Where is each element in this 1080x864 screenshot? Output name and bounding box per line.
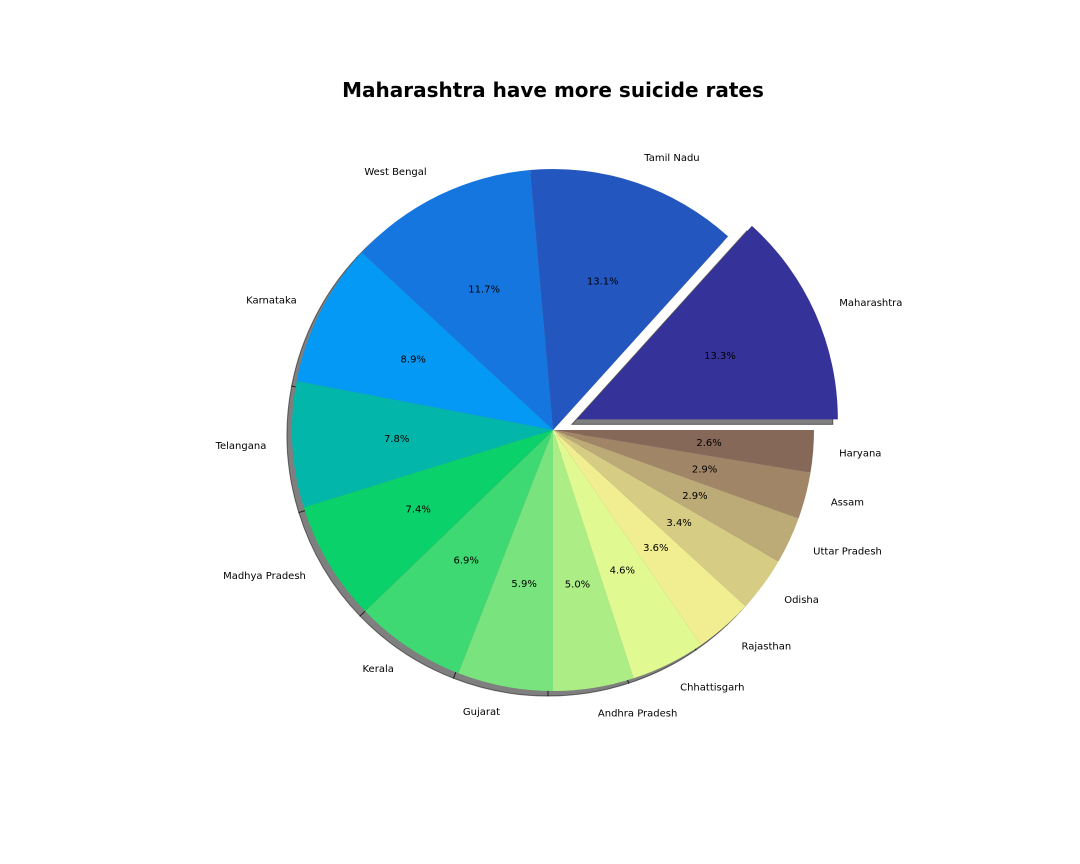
pie-slice-odisha xyxy=(553,430,779,607)
pie-slice-uttar-pradesh xyxy=(553,430,799,562)
pie-slice-chhattisgarh xyxy=(553,430,702,679)
pct-label-maharashtra: 13.3% xyxy=(704,351,736,362)
pct-label-andhra-pradesh: 5.0% xyxy=(565,580,590,591)
pct-label-rajasthan: 3.6% xyxy=(643,543,668,554)
pct-label-odisha: 3.4% xyxy=(666,518,691,529)
pie-slice-tamil-nadu xyxy=(530,169,729,431)
pie-slice-gujarat xyxy=(458,430,553,691)
pct-label-tamil-nadu: 13.1% xyxy=(587,277,619,288)
pct-label-gujarat: 5.9% xyxy=(511,579,536,590)
pie-slice-karnataka xyxy=(296,252,553,430)
slice-label-uttar-pradesh: Uttar Pradesh xyxy=(813,546,882,557)
slice-label-gujarat: Gujarat xyxy=(463,707,500,718)
pie-slice-assam xyxy=(553,430,811,519)
slice-label-west-bengal: West Bengal xyxy=(364,167,426,178)
pie-slice-maharashtra xyxy=(576,225,838,420)
pie-slice-madhya-pradesh xyxy=(303,430,553,612)
pct-label-madhya-pradesh: 7.4% xyxy=(406,505,431,516)
pct-label-assam: 2.9% xyxy=(692,464,717,475)
pie-slice-rajasthan xyxy=(553,430,746,645)
slice-label-rajasthan: Rajasthan xyxy=(742,642,792,653)
slice-label-andhra-pradesh: Andhra Pradesh xyxy=(598,709,677,720)
pct-label-telangana: 7.8% xyxy=(384,434,409,445)
slice-label-odisha: Odisha xyxy=(784,595,819,606)
pie-slice-andhra-pradesh xyxy=(553,430,634,691)
slice-label-kerala: Kerala xyxy=(363,664,394,675)
slice-label-assam: Assam xyxy=(831,497,864,508)
slice-label-madhya-pradesh: Madhya Pradesh xyxy=(223,571,306,582)
slice-label-chhattisgarh: Chhattisgarh xyxy=(680,682,744,693)
pie-labels: Maharashtra 13.3% Tamil Nadu 13.1% West Beng… xyxy=(215,153,903,720)
pct-label-chhattisgarh: 4.6% xyxy=(610,565,635,576)
pie-slice-telangana xyxy=(291,381,553,508)
pie-slice-kerala xyxy=(364,430,553,674)
slice-label-telangana: Telangana xyxy=(215,441,267,452)
chart-title: Maharashtra have more suicide rates xyxy=(342,78,764,102)
slice-label-maharashtra: Maharashtra xyxy=(839,298,902,309)
pie-slice-west-bengal xyxy=(361,170,553,430)
pct-label-uttar-pradesh: 2.9% xyxy=(682,491,707,502)
pct-label-karnataka: 8.9% xyxy=(401,354,426,365)
slice-label-karnataka: Karnataka xyxy=(246,295,297,306)
pct-label-west-bengal: 11.7% xyxy=(468,284,500,295)
pie-wedges xyxy=(291,169,838,691)
slice-label-haryana: Haryana xyxy=(839,448,881,459)
slice-label-tamil-nadu: Tamil Nadu xyxy=(643,153,699,164)
pct-label-kerala: 6.9% xyxy=(453,555,478,566)
pct-label-haryana: 2.6% xyxy=(696,438,721,449)
pie-slice-haryana xyxy=(553,430,814,473)
